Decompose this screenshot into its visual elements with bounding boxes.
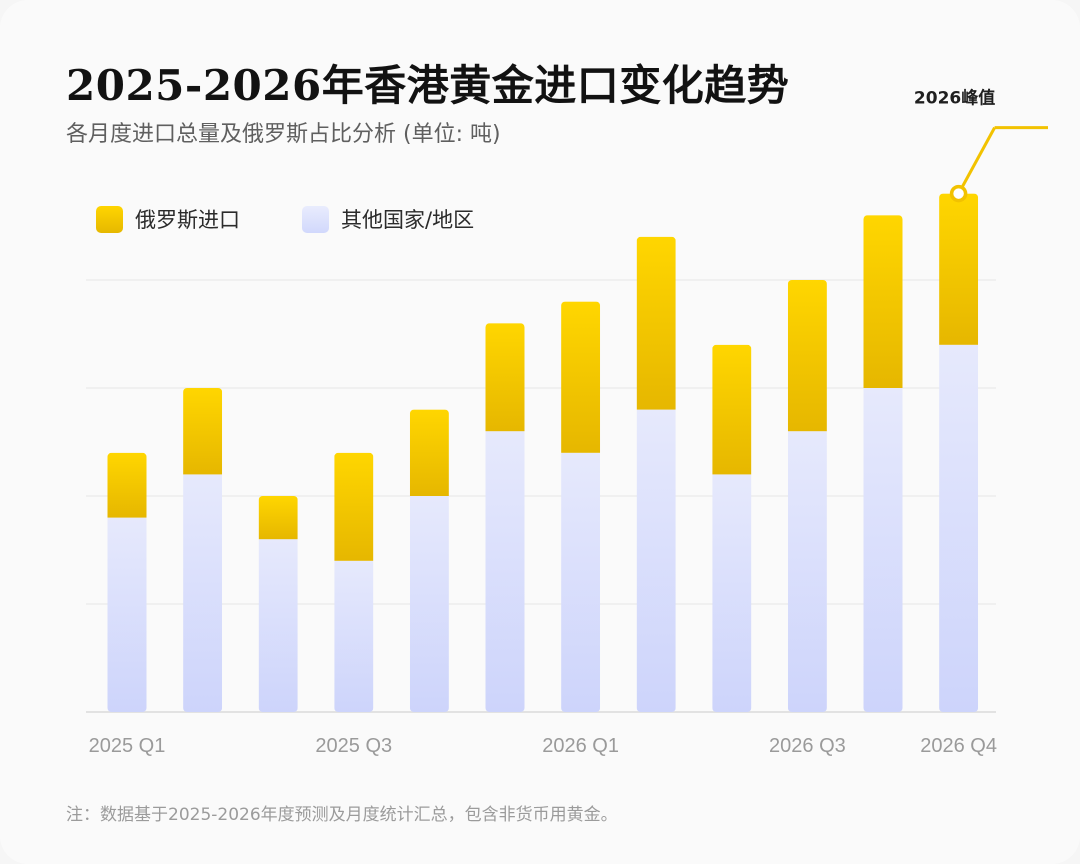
bar-group [334, 452, 374, 712]
chart-subtitle: 各月度进口总量及俄罗斯占比分析 (单位: 吨) [66, 122, 501, 147]
bar-other-segment [636, 409, 676, 712]
legend-item-russia: 俄罗斯进口 [96, 204, 240, 234]
legend-swatch-russia [96, 205, 123, 233]
callout-label: 2026峰值 [914, 88, 995, 109]
bar-russia-segment [636, 236, 676, 410]
bar-group [409, 409, 449, 712]
legend-label-other: 其他国家/地区 [341, 208, 475, 232]
x-tick-label: 2026 Q3 [769, 735, 846, 757]
bar-russia-segment [409, 409, 449, 496]
bar-group [636, 236, 676, 712]
x-tick-label: 2025 Q1 [89, 735, 166, 757]
x-tick-label: 2026 Q1 [542, 735, 619, 757]
bar-russia-segment [485, 323, 525, 432]
bar-other-segment [485, 431, 525, 712]
legend: 俄罗斯进口 其他国家/地区 [96, 204, 536, 234]
bar-group [863, 215, 903, 712]
bar-other-segment [409, 496, 449, 712]
footnote: 注：数据基于2025-2026年度预测及月度统计汇总，包含非货币用黄金。 [66, 805, 618, 825]
bar-russia-segment [939, 193, 979, 345]
bar-russia-segment [561, 301, 601, 453]
bar-other-segment [183, 474, 223, 712]
callout-leader-line [957, 126, 996, 195]
bar-other-segment [561, 452, 601, 712]
bar-other-segment [712, 474, 752, 712]
bar-group [712, 344, 752, 712]
bar-russia-segment [107, 452, 147, 518]
bar-group [107, 452, 147, 712]
bar-other-segment [863, 388, 903, 712]
bar-group [183, 388, 223, 712]
legend-label-russia: 俄罗斯进口 [135, 208, 240, 232]
bar-group [561, 301, 601, 712]
bar-other-segment [334, 560, 374, 712]
bar-russia-segment [863, 215, 903, 388]
peak-callout: 2026峰值 [914, 88, 1048, 203]
x-tick-label: 2026 Q4 [920, 735, 997, 757]
x-axis-ticks: 2025 Q1 2025 Q3 2026 Q1 2026 Q3 2026 Q4 [89, 735, 997, 757]
bar-group [485, 323, 525, 712]
grid-lines [86, 279, 996, 713]
callout-marker [949, 184, 968, 203]
bar-other-segment [939, 344, 979, 712]
x-tick-label: 2025 Q3 [315, 735, 392, 757]
legend-swatch-other [302, 205, 329, 233]
bar-russia-segment [712, 344, 752, 475]
bar-russia-segment [258, 496, 298, 540]
bar-group [258, 496, 298, 712]
bar-group [787, 280, 827, 712]
bar-other-segment [107, 517, 147, 712]
legend-item-other: 其他国家/地区 [302, 204, 474, 234]
bar-group [939, 193, 979, 712]
bar-russia-segment [334, 452, 374, 561]
bar-russia-segment [787, 280, 827, 432]
bar-other-segment [258, 539, 298, 712]
chart-title: 2025-2026年香港黄金进口变化趋势 [66, 61, 790, 110]
bars [107, 193, 979, 712]
bar-other-segment [787, 431, 827, 712]
bar-russia-segment [183, 388, 223, 475]
